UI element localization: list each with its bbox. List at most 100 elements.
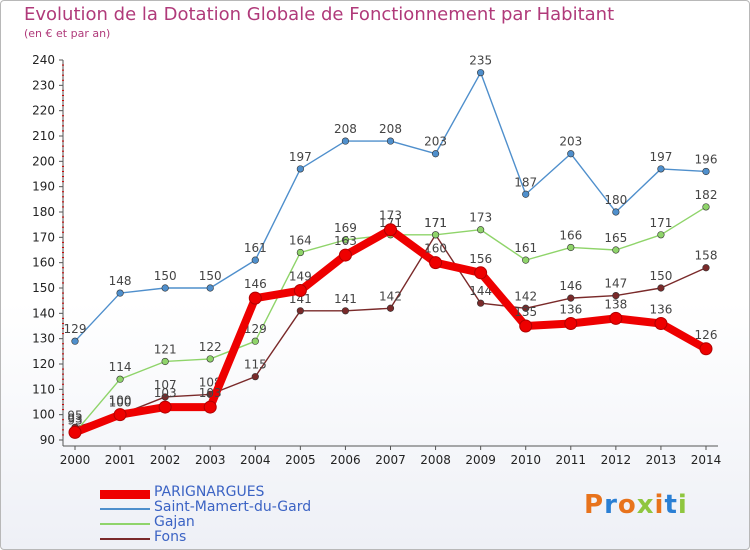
data-label-saint-mamert-du-gard: 203 <box>424 135 447 149</box>
legend-label: Fons <box>154 529 187 545</box>
x-tick-label: 2005 <box>285 453 316 467</box>
data-point-fons <box>251 373 259 381</box>
y-tick-label: 210 <box>32 129 55 143</box>
data-label-parignargues: 138 <box>604 297 627 311</box>
data-point-gajan <box>116 375 124 383</box>
logo-letter: i <box>654 490 665 520</box>
y-tick-label: 130 <box>32 332 55 346</box>
data-point-parignargues <box>158 400 172 414</box>
x-tick-label: 2006 <box>330 453 361 467</box>
legend-label: Gajan <box>154 514 195 530</box>
data-label-fons: 95 <box>67 408 82 422</box>
data-label-fons: 144 <box>469 284 492 298</box>
data-label-fons: 142 <box>514 289 537 303</box>
data-label-gajan: 93 <box>67 413 82 427</box>
data-point-parignargues <box>203 400 217 414</box>
data-label-parignargues: 146 <box>244 277 267 291</box>
data-label-gajan: 165 <box>604 231 627 245</box>
data-label-parignargues: 149 <box>289 270 312 284</box>
data-point-gajan <box>341 236 350 244</box>
data-point-parignargues <box>113 408 127 422</box>
data-label-saint-mamert-du-gard: 197 <box>289 150 312 164</box>
data-point-saint-mamert-du-gard <box>702 167 710 176</box>
y-tick-label: 170 <box>32 230 55 244</box>
data-label-gajan: 129 <box>244 322 267 336</box>
data-point-saint-mamert-du-gard <box>206 284 214 292</box>
x-tick-label: 2002 <box>150 453 181 467</box>
x-tick-label: 2013 <box>646 453 677 467</box>
data-point-parignargues <box>338 248 352 262</box>
data-label-fons: 100 <box>109 396 132 410</box>
data-point-saint-mamert-du-gard <box>161 284 169 292</box>
data-label-parignargues: 160 <box>424 242 447 256</box>
data-label-fons: 142 <box>379 289 402 303</box>
data-point-parignargues <box>429 256 443 270</box>
data-point-fons <box>386 304 395 312</box>
data-label-fons: 171 <box>424 216 447 230</box>
data-label-saint-mamert-du-gard: 187 <box>514 175 537 189</box>
data-point-saint-mamert-du-gard <box>522 190 530 198</box>
legend-label: Saint-Mamert-du-Gard <box>154 499 312 515</box>
data-label-saint-mamert-du-gard: 203 <box>559 135 582 149</box>
data-point-gajan <box>567 243 575 252</box>
data-label-parignargues: 136 <box>559 302 582 316</box>
data-label-parignargues: 126 <box>695 328 718 342</box>
data-label-parignargues: 163 <box>334 234 357 248</box>
data-point-parignargues <box>248 291 262 305</box>
chart-title: Evolution de la Dotation Globale de Fonc… <box>24 4 615 25</box>
logo-letter: t <box>664 490 678 520</box>
data-label-saint-mamert-du-gard: 235 <box>469 54 492 68</box>
series-line-parignargues <box>71 225 710 437</box>
data-label-saint-mamert-du-gard: 161 <box>244 241 267 255</box>
x-tick-label: 2008 <box>420 453 451 467</box>
legend-swatch <box>100 538 150 540</box>
data-point-saint-mamert-du-gard <box>341 137 350 145</box>
x-tick-label: 2010 <box>510 453 541 467</box>
data-point-fons <box>567 294 575 302</box>
data-label-fons: 147 <box>604 277 627 291</box>
data-point-parignargues <box>699 342 713 356</box>
x-tick-label: 2014 <box>691 453 722 467</box>
logo-letter: x <box>636 490 655 520</box>
data-label-gajan: 171 <box>379 216 402 230</box>
logo-letter: r <box>604 490 618 520</box>
data-point-parignargues <box>519 319 533 333</box>
data-point-gajan <box>522 256 530 264</box>
data-point-gajan <box>296 248 304 257</box>
data-point-parignargues <box>293 284 307 298</box>
legend-swatch <box>100 508 150 510</box>
data-point-parignargues <box>68 425 82 439</box>
x-tick-label: 2011 <box>556 453 587 467</box>
data-label-gajan: 173 <box>469 211 492 225</box>
data-point-parignargues <box>564 316 578 330</box>
data-label-gajan: 166 <box>559 228 582 242</box>
data-label-fons: 107 <box>154 378 177 392</box>
data-point-gajan <box>702 203 710 211</box>
data-point-saint-mamert-du-gard <box>116 289 124 297</box>
data-label-saint-mamert-du-gard: 129 <box>64 322 87 336</box>
data-label-gajan: 171 <box>649 216 672 230</box>
data-label-fons: 158 <box>695 249 718 263</box>
data-point-gajan <box>431 231 440 239</box>
x-tick-label: 2003 <box>195 453 226 467</box>
data-label-parignargues: 103 <box>199 386 222 400</box>
data-point-fons <box>522 304 530 312</box>
x-tick-label: 2004 <box>240 453 271 467</box>
data-label-gajan: 164 <box>289 234 312 248</box>
data-label-gajan: 161 <box>514 241 537 255</box>
data-label-saint-mamert-du-gard: 208 <box>334 122 357 136</box>
data-point-fons <box>477 299 485 307</box>
y-tick-label: 90 <box>40 433 55 447</box>
y-tick-label: 200 <box>32 154 55 168</box>
x-tick-label: 2009 <box>465 453 496 467</box>
data-point-parignargues <box>654 316 668 330</box>
data-label-gajan: 169 <box>334 221 357 235</box>
data-label-parignargues: 173 <box>379 209 402 223</box>
data-point-fons <box>612 292 620 300</box>
data-label-parignargues: 100 <box>109 394 132 408</box>
data-label-parignargues: 156 <box>469 252 492 266</box>
data-point-saint-mamert-du-gard <box>477 69 485 77</box>
data-point-gajan <box>612 246 620 254</box>
y-tick-label: 150 <box>32 281 55 295</box>
